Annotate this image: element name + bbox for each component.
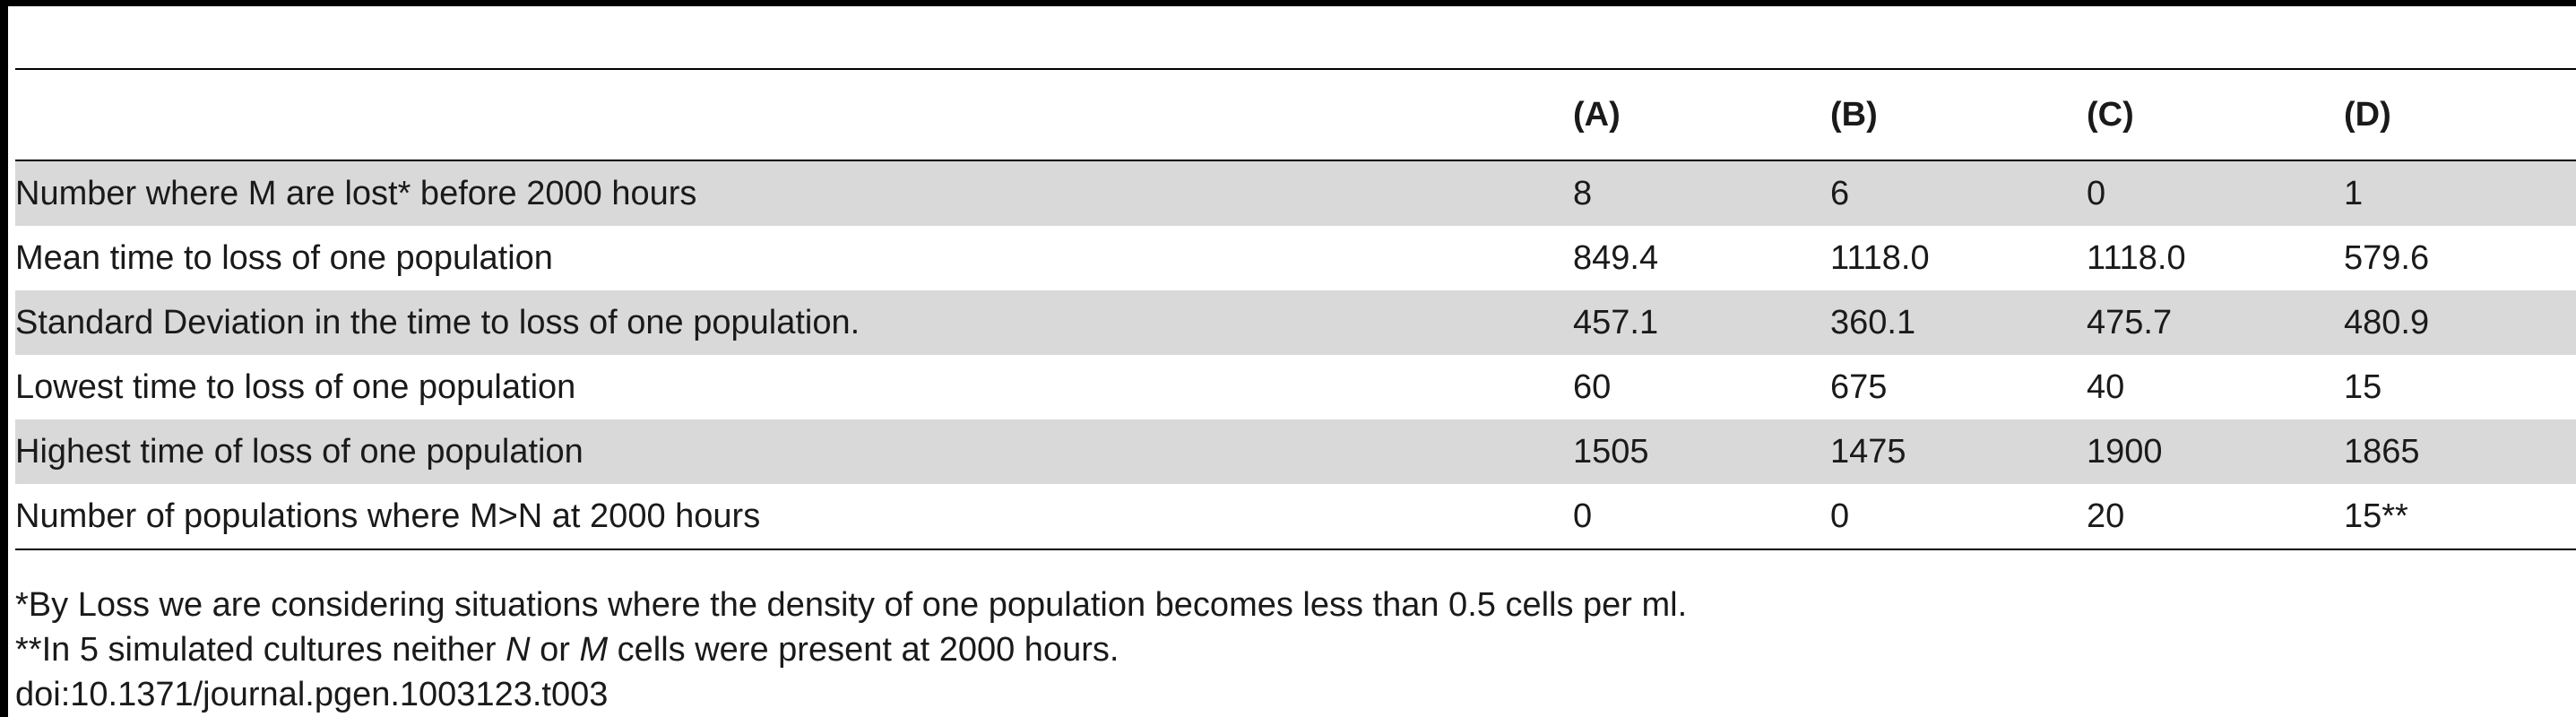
top-rule [0, 0, 2576, 6]
row-label: Mean time to loss of one population [15, 238, 553, 277]
cell-b: 1475 [1830, 419, 2087, 484]
header-cell-a: (A) [1573, 95, 1621, 134]
table-row: Number where M are lost* before 2000 hou… [15, 160, 2576, 226]
footnote-text: **In 5 simulated cultures neither [15, 631, 506, 669]
table-body: Number where M are lost* before 2000 hou… [15, 160, 2576, 549]
doi-line: doi:10.1371/journal.pgen.1003123.t003 [15, 676, 609, 713]
data-table-container: (A) (B) (C) (D) Number where M are lost*… [15, 68, 2576, 550]
table-row: Number of populations where M>N at 2000 … [15, 484, 2576, 549]
cell-b: 0 [1830, 497, 1850, 535]
row-label: Highest time of loss of one population [15, 419, 1573, 484]
cell-c: 40 [2087, 367, 2125, 406]
cell-a: 8 [1573, 160, 1830, 226]
row-label: Number where M are lost* before 2000 hou… [15, 160, 1573, 226]
cell-b: 1118.0 [1830, 238, 1930, 277]
footnote-text: or [530, 631, 580, 669]
cell-d: 1865 [2344, 419, 2576, 484]
cell-d: 15** [2344, 497, 2408, 535]
header-cell-d: (D) [2344, 95, 2391, 134]
footnote-m-italic: M [579, 631, 609, 669]
table-row: Mean time to loss of one population 849.… [15, 226, 2576, 290]
cell-d: 480.9 [2344, 290, 2576, 355]
table-footnotes: *By Loss we are considering situations w… [15, 583, 1687, 717]
cell-d: 15 [2344, 367, 2382, 406]
footnote-simulated-cultures: **In 5 simulated cultures neither N or M… [15, 627, 1687, 672]
data-table: (A) (B) (C) (D) Number where M are lost*… [15, 68, 2576, 550]
cell-a: 60 [1573, 367, 1612, 406]
cell-b: 675 [1830, 367, 1888, 406]
cell-c: 1118.0 [2087, 238, 2186, 277]
cell-b: 6 [1830, 160, 2087, 226]
cell-c: 20 [2087, 497, 2125, 535]
header-row: (A) (B) (C) (D) [15, 69, 2576, 160]
cell-a: 0 [1573, 497, 1593, 535]
table-row: Lowest time to loss of one population 60… [15, 355, 2576, 419]
cell-c: 0 [2087, 160, 2344, 226]
left-border [0, 0, 8, 717]
table-header: (A) (B) (C) (D) [15, 69, 2576, 160]
table-row: Standard Deviation in the time to loss o… [15, 290, 2576, 355]
footnote-loss-definition: *By Loss we are considering situations w… [15, 586, 1688, 624]
cell-d: 1 [2344, 160, 2576, 226]
row-label: Standard Deviation in the time to loss o… [15, 290, 1573, 355]
table-row: Highest time of loss of one population 1… [15, 419, 2576, 484]
cell-b: 360.1 [1830, 290, 2087, 355]
cell-c: 475.7 [2087, 290, 2344, 355]
cell-a: 1505 [1573, 419, 1830, 484]
header-cell-c: (C) [2087, 95, 2134, 134]
row-label: Lowest time to loss of one population [15, 367, 576, 406]
cell-c: 1900 [2087, 419, 2344, 484]
cell-d: 579.6 [2344, 238, 2430, 277]
row-label: Number of populations where M>N at 2000 … [15, 497, 761, 535]
header-cell-label [15, 69, 1573, 160]
header-cell-b: (B) [1830, 95, 1878, 134]
footnote-text: cells were present at 2000 hours. [608, 631, 1119, 669]
footnote-n-italic: N [506, 631, 531, 669]
cell-a: 849.4 [1573, 238, 1659, 277]
cell-a: 457.1 [1573, 290, 1830, 355]
